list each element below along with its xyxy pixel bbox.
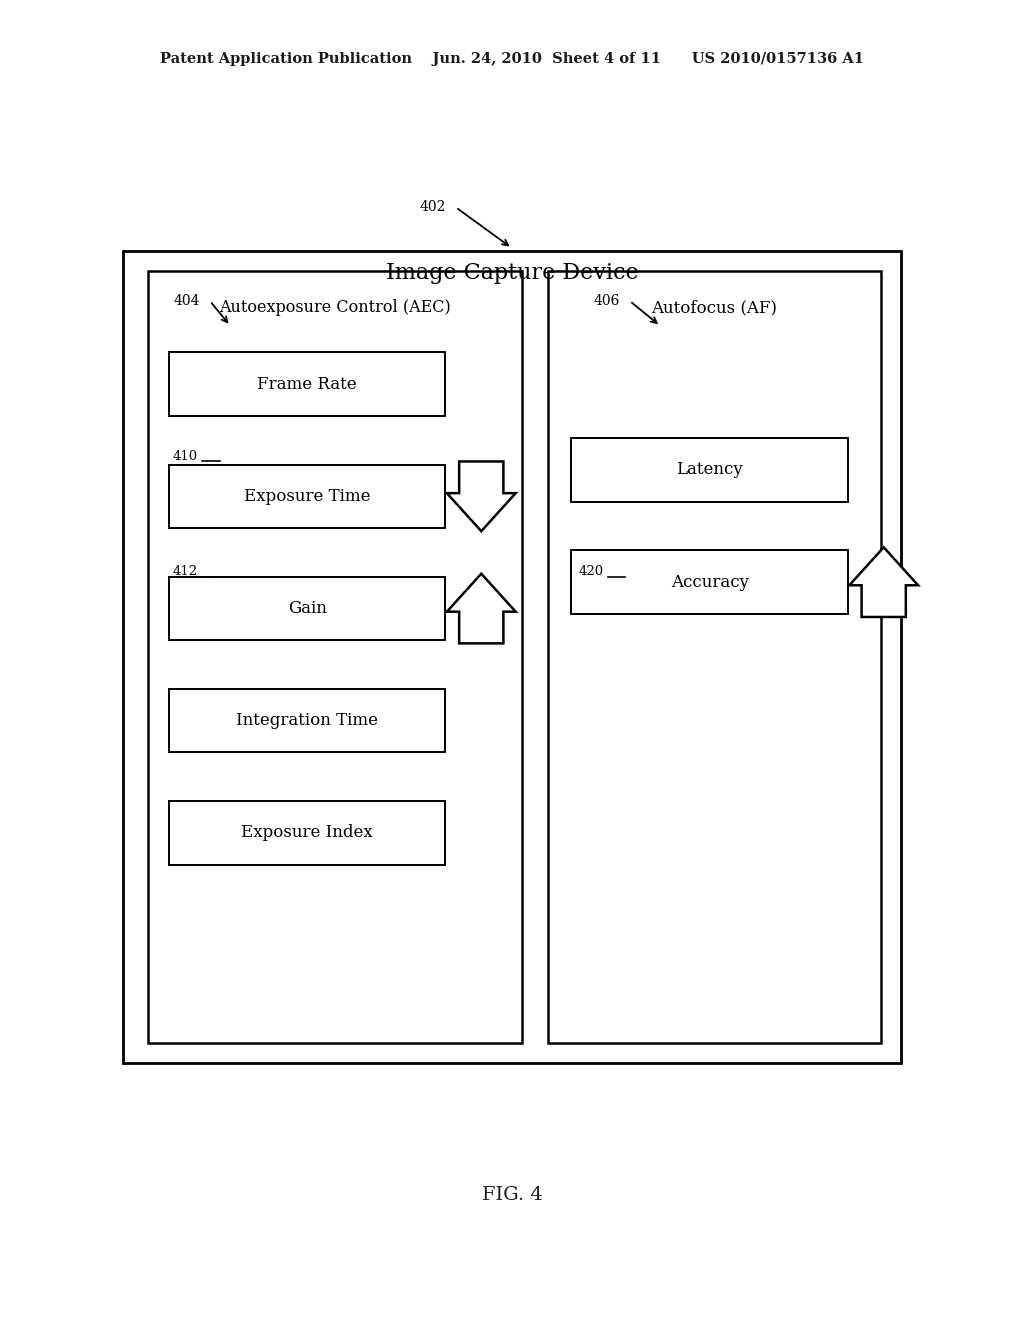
Text: 402: 402 [419,201,445,214]
FancyBboxPatch shape [169,352,445,416]
Text: Exposure Index: Exposure Index [242,825,373,841]
FancyBboxPatch shape [169,689,445,752]
Text: Autofocus (AF): Autofocus (AF) [651,300,777,315]
Text: Patent Application Publication    Jun. 24, 2010  Sheet 4 of 11      US 2010/0157: Patent Application Publication Jun. 24, … [160,53,864,66]
FancyBboxPatch shape [571,550,848,614]
Polygon shape [446,574,516,643]
Polygon shape [446,462,516,531]
Text: 420: 420 [579,565,604,578]
FancyBboxPatch shape [169,801,445,865]
Text: Frame Rate: Frame Rate [257,376,357,392]
FancyBboxPatch shape [169,577,445,640]
FancyBboxPatch shape [571,438,848,502]
Text: 406: 406 [593,294,620,308]
Text: Gain: Gain [288,601,327,616]
Text: Accuracy: Accuracy [671,574,749,590]
Polygon shape [849,548,919,616]
Text: 412: 412 [172,565,198,578]
Text: 410: 410 [172,450,198,463]
FancyBboxPatch shape [169,465,445,528]
Text: Integration Time: Integration Time [237,713,378,729]
Text: Exposure Time: Exposure Time [244,488,371,504]
FancyBboxPatch shape [548,271,881,1043]
Text: Latency: Latency [676,462,743,478]
FancyBboxPatch shape [123,251,901,1063]
Text: FIG. 4: FIG. 4 [481,1185,543,1204]
Text: Image Capture Device: Image Capture Device [386,263,638,284]
Text: 404: 404 [173,294,200,308]
FancyBboxPatch shape [148,271,522,1043]
Text: Autoexposure Control (AEC): Autoexposure Control (AEC) [219,300,452,315]
